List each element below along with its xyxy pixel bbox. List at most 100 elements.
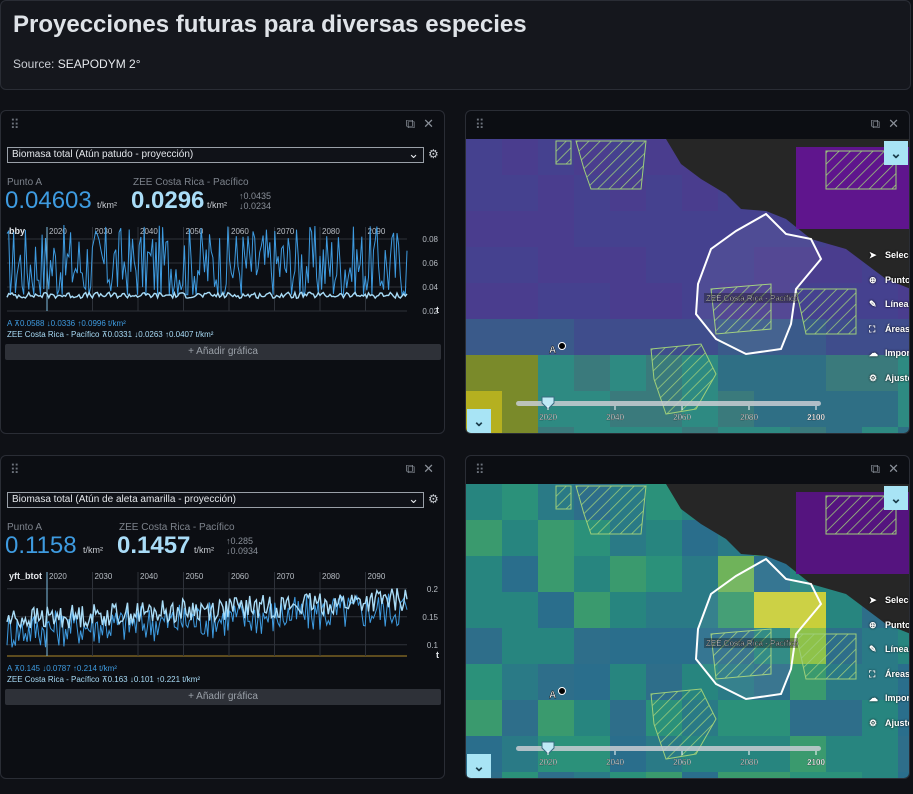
source-line: Source: SEAPODYM 2° xyxy=(13,57,141,71)
page-header: Proyecciones futuras para diversas espec… xyxy=(0,0,911,90)
map-collapse-bottom-button[interactable]: ⌄ xyxy=(467,409,491,433)
close-icon[interactable]: ✕ xyxy=(888,461,899,476)
crosshair-icon: ⊕ xyxy=(869,619,877,630)
y-tick-label: 0.08 xyxy=(422,235,438,244)
map-tool-settings[interactable]: ⚙Ajustes xyxy=(869,711,909,736)
x-tick-label: 2070 xyxy=(277,227,295,236)
timeseries-chart[interactable]: yft_btot 2020 2030 2040 2050 2060 2070 2080 2090… xyxy=(5,568,445,660)
protected-area xyxy=(710,628,772,680)
protected-area xyxy=(555,140,572,165)
timeline-tick-label: 2020 xyxy=(539,758,557,767)
map-tool-areas[interactable]: ⛶ Áreas xyxy=(869,662,909,687)
map-tool-settings[interactable]: ⚙Ajustes xyxy=(869,366,909,391)
map-panel-1: ⠿ ⧉ ✕ ZEE Costa Rica - Pacífico A 2020 2040 2… xyxy=(465,110,910,434)
variable-select-value: Biomasa total (Atún patudo - proyección) xyxy=(12,149,194,160)
x-tick-label: 2050 xyxy=(186,227,204,236)
x-tick-label: 2030 xyxy=(95,227,113,236)
copy-icon[interactable]: ⧉ xyxy=(870,461,881,476)
x-tick-label: 2060 xyxy=(231,227,249,236)
page-title: Proyecciones futuras para diversas espec… xyxy=(13,11,527,38)
source-label: Source: xyxy=(13,57,55,71)
zone-unit: t/km² xyxy=(207,200,227,210)
map-tool-select[interactable]: ➤Selecc. xyxy=(869,588,909,613)
legend-series-a: A ⊼0.145 ↓0.0787 ↑0.214 t/km² xyxy=(7,664,117,673)
timeline-track xyxy=(516,746,821,751)
map-collapse-top-button[interactable]: ⌄ xyxy=(884,141,908,165)
timeline-handle xyxy=(541,396,555,410)
y-tick-label: 0.04 xyxy=(422,283,438,292)
point-unit: t/km² xyxy=(97,200,117,210)
zone-value: 0.0296 xyxy=(131,187,205,214)
timeline-tick-label: 2060 xyxy=(673,413,691,422)
protected-area xyxy=(795,288,857,335)
add-chart-button[interactable]: + Añadir gráfica xyxy=(5,689,441,705)
y-tick-label: 0.2 xyxy=(427,585,439,594)
map-view[interactable]: ZEE Costa Rica - Pacífico A 2020 2040 2060 20… xyxy=(466,139,909,433)
point-a-marker xyxy=(558,342,566,350)
y-tick-label: 0.02 xyxy=(422,307,438,315)
timeline-tick-label: 2060 xyxy=(673,758,691,767)
copy-icon[interactable]: ⧉ xyxy=(405,461,416,476)
map-tool-lines[interactable]: ✎Líneas xyxy=(869,637,909,662)
map-tool-select[interactable]: ➤Selecc. xyxy=(869,243,909,268)
gear-icon: ⚙ xyxy=(869,717,878,728)
add-chart-button[interactable]: + Añadir gráfica xyxy=(5,344,441,360)
drag-handle-icon[interactable]: ⠿ xyxy=(475,462,484,477)
zone-min: ↓0.0234 xyxy=(239,201,272,211)
timeline-tick-label: 2100 xyxy=(807,413,825,422)
gear-icon[interactable]: ⚙ xyxy=(428,147,439,161)
map-tool-import[interactable]: ☁Importar xyxy=(869,341,909,366)
x-tick-label: 2090 xyxy=(368,572,386,581)
zone-max: ↑0.0435 xyxy=(239,191,272,201)
protected-area xyxy=(825,150,897,190)
gear-icon: ⚙ xyxy=(869,372,878,383)
gear-icon[interactable]: ⚙ xyxy=(428,492,439,506)
map-collapse-top-button[interactable]: ⌄ xyxy=(884,486,908,510)
legend-series-zone-name: ZEE Costa Rica - Pacífico xyxy=(7,675,100,684)
cursor-icon: ➤ xyxy=(869,595,877,605)
map-collapse-bottom-button[interactable]: ⌄ xyxy=(467,754,491,778)
zone-unit: t/km² xyxy=(194,545,214,555)
variable-select[interactable]: Biomasa total (Atún de aleta amarilla - … xyxy=(7,491,424,508)
x-tick-label: 2080 xyxy=(322,227,340,236)
drag-handle-icon[interactable]: ⠿ xyxy=(10,462,19,477)
map-view[interactable]: ZEE Costa Rica - Pacífico A 2020 2040 2060 20… xyxy=(466,484,909,778)
x-tick-label: 2060 xyxy=(231,572,249,581)
map-tool-areas[interactable]: ⛶ Áreas xyxy=(869,317,909,342)
x-axis-label: t xyxy=(436,305,439,315)
map-tool-points[interactable]: ⊕Puntos xyxy=(869,268,909,293)
protected-area xyxy=(575,485,647,535)
timeline-tick-label: 2080 xyxy=(740,413,758,422)
x-tick-label: 2040 xyxy=(140,227,158,236)
cloud-upload-icon: ☁ xyxy=(869,693,878,703)
close-icon[interactable]: ✕ xyxy=(423,461,434,476)
eez-label: ZEE Costa Rica - Pacífico xyxy=(706,639,799,648)
variable-select[interactable]: Biomasa total (Atún patudo - proyección)… xyxy=(7,146,424,163)
timeline-tick-label: 2040 xyxy=(606,413,624,422)
x-axis-label: t xyxy=(436,650,439,660)
protected-area xyxy=(825,495,897,535)
y-tick-label: 0.15 xyxy=(422,613,438,622)
timeline-handle xyxy=(541,741,555,755)
zone-label: ZEE Costa Rica - Pacífico xyxy=(133,177,249,188)
copy-icon[interactable]: ⧉ xyxy=(405,116,416,131)
drag-handle-icon[interactable]: ⠿ xyxy=(475,117,484,132)
protected-area xyxy=(575,140,647,190)
cloud-upload-icon: ☁ xyxy=(869,348,878,358)
copy-icon[interactable]: ⧉ xyxy=(870,116,881,131)
point-value: 0.1158 xyxy=(5,532,77,559)
close-icon[interactable]: ✕ xyxy=(423,116,434,131)
drag-handle-icon[interactable]: ⠿ xyxy=(10,117,19,132)
map-tool-points[interactable]: ⊕Puntos xyxy=(869,613,909,638)
series-line-a xyxy=(6,593,408,648)
timeseries-chart[interactable]: bby 2020 2030 2040 2050 2060 2070 2080 20900.080… xyxy=(5,223,445,315)
close-icon[interactable]: ✕ xyxy=(888,116,899,131)
protected-area xyxy=(650,343,717,415)
series-line-a xyxy=(6,224,408,297)
map-tool-lines[interactable]: ✎Líneas xyxy=(869,292,909,317)
x-tick-label: 2070 xyxy=(277,572,295,581)
legend-series-a: A ⊼0.0588 ↓0.0336 ↑0.0996 t/km² xyxy=(7,319,126,328)
timeline-tick-label: 2100 xyxy=(807,758,825,767)
polygon-icon: ⛶ xyxy=(869,668,876,679)
map-tool-import[interactable]: ☁Importar xyxy=(869,686,909,711)
